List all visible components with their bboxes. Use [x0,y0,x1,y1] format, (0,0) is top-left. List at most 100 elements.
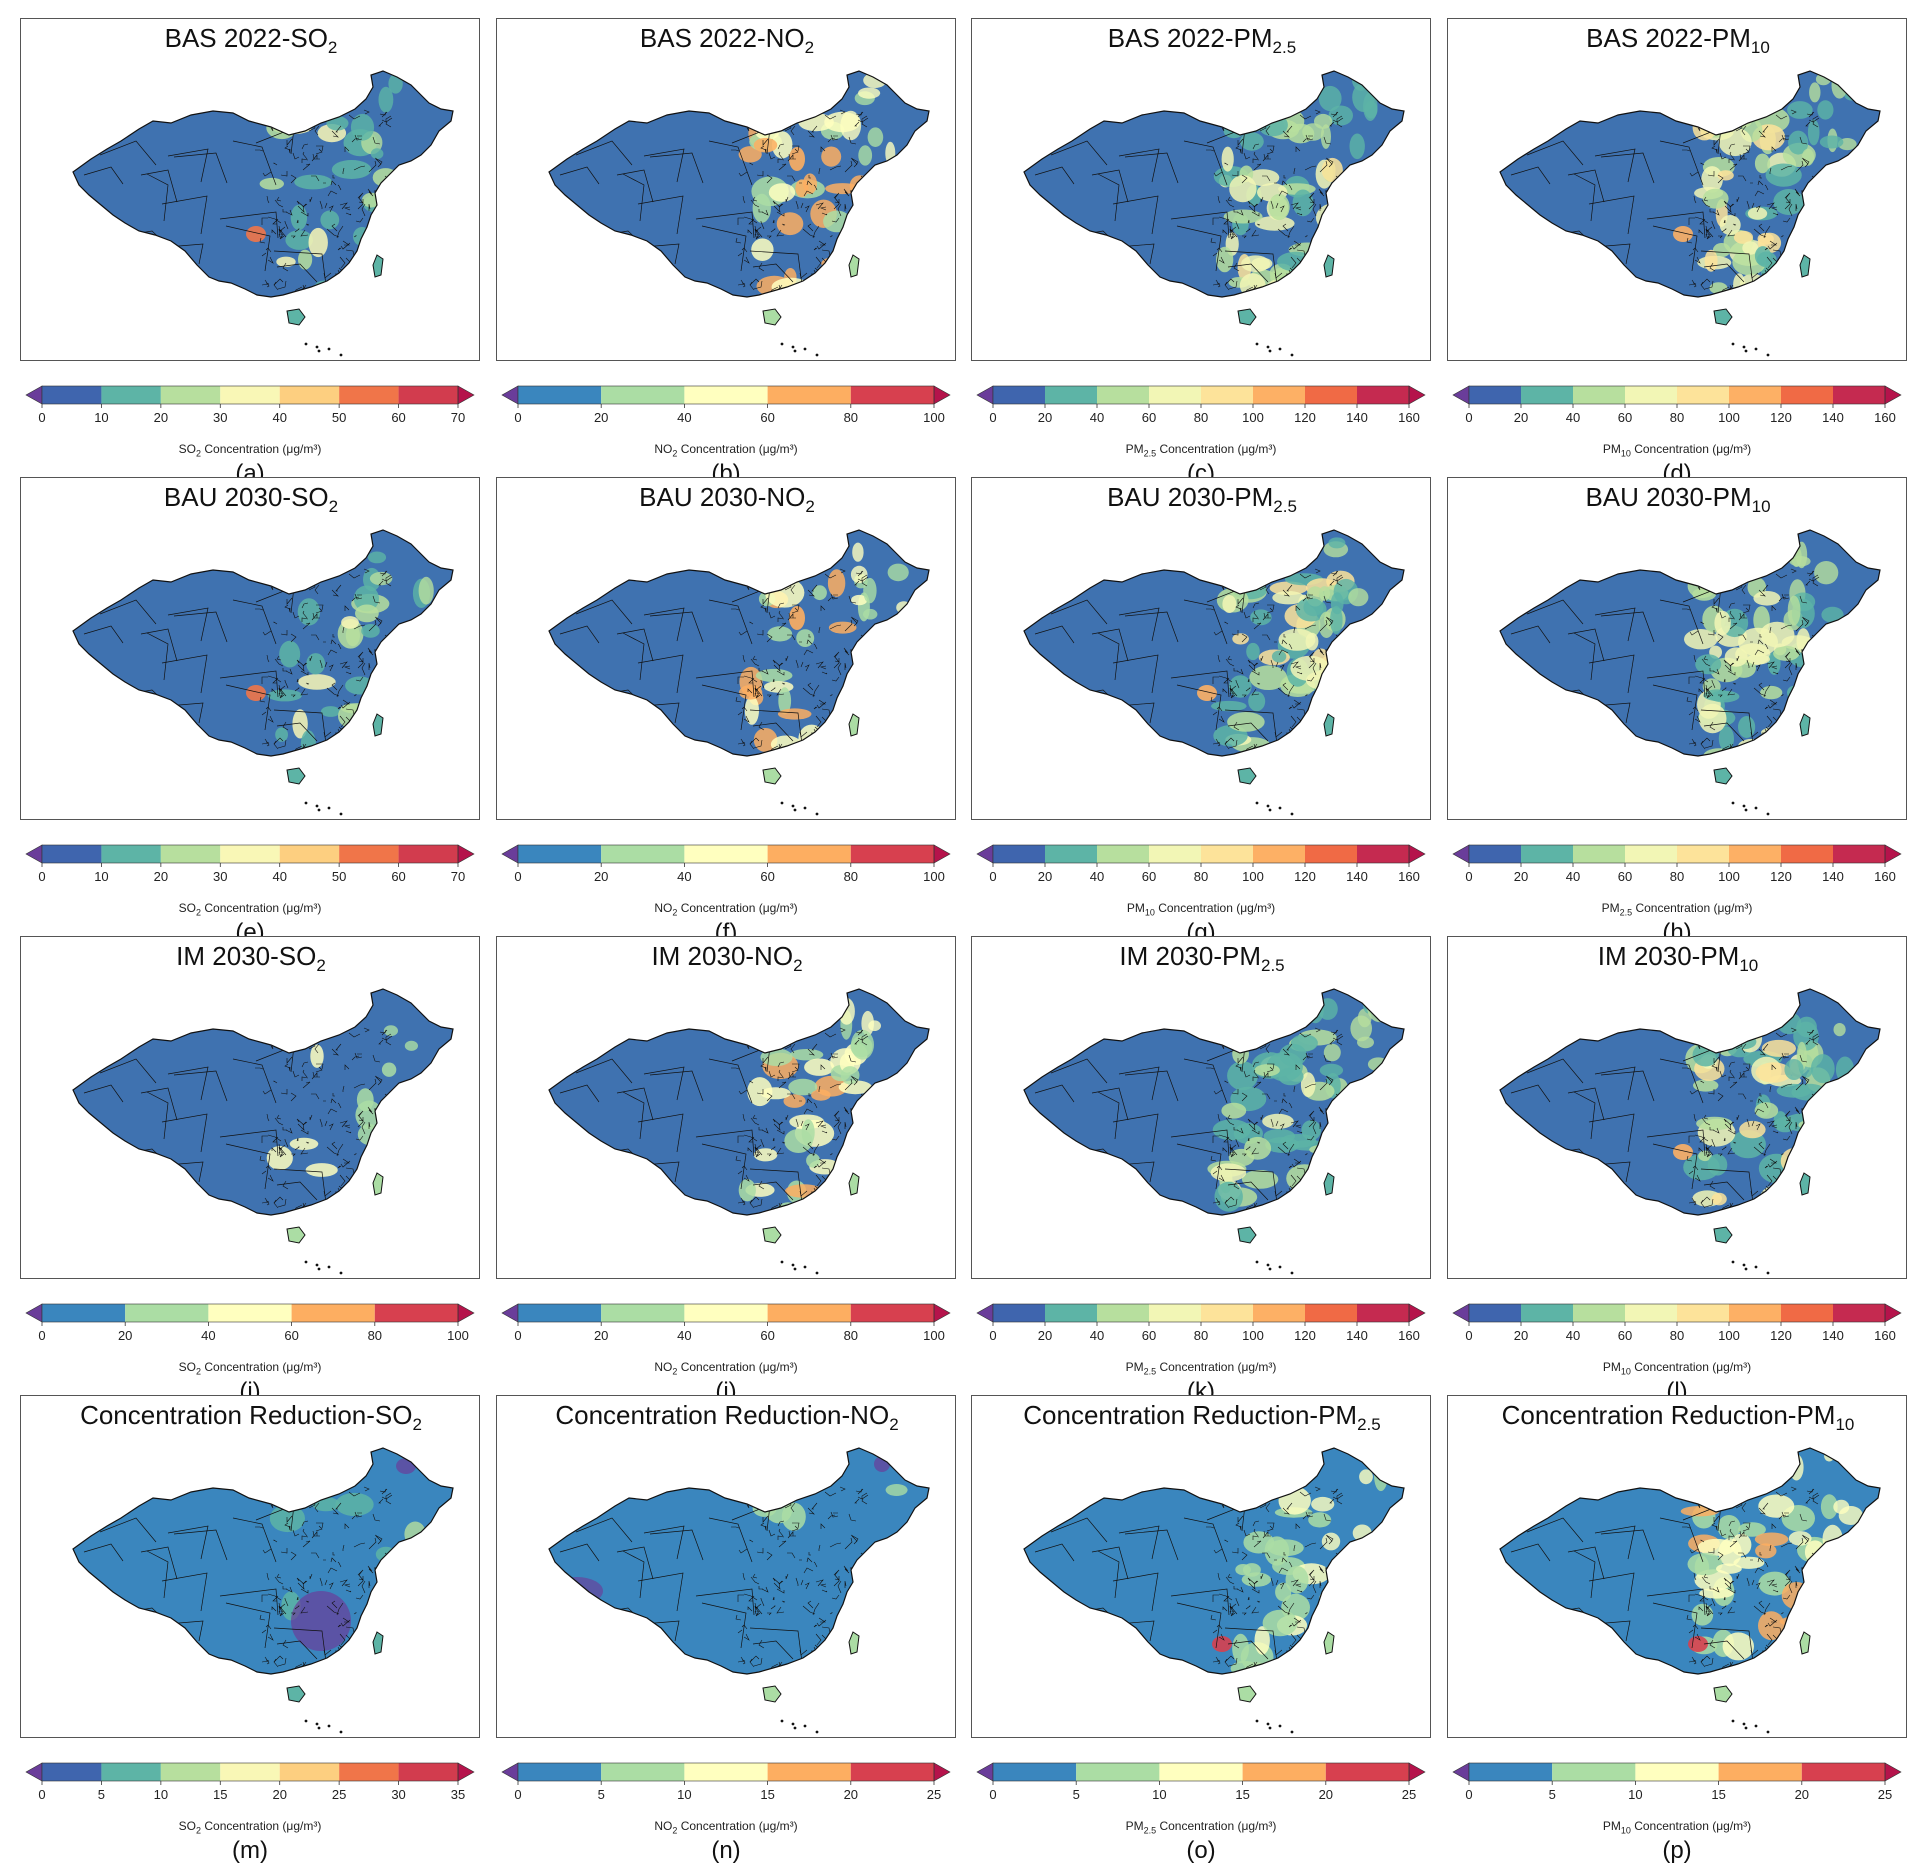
colorbar: 0 20 40 60 80 100 [501,1303,951,1343]
colorbar-segment [160,386,221,404]
label-subscript: 10 [1620,1825,1631,1836]
concentration-patch [1299,728,1312,756]
concentration-patch [1291,728,1310,756]
panel-title: BAU 2030-PM2.5 [972,482,1430,517]
concentration-patch [801,1119,815,1146]
concentration-patch [1211,700,1247,712]
panel-f: BAU 2030-NO2 0 20 40 60 80 100 NO2 Concentratio… [496,477,956,946]
colorbar-tick-label: 20 [1514,1328,1528,1343]
concentration-patch [1807,119,1820,146]
concentration-patch [1696,1116,1733,1131]
concentration-patch [1759,1184,1800,1212]
colorbar-segment [101,845,161,863]
title-subscript: 2 [328,497,339,517]
negative-region [396,1458,416,1474]
concentration-patch [1792,1139,1825,1168]
concentration-patch [751,238,774,261]
concentration-patch [1766,744,1799,756]
colorbar-under-arrow [501,1762,519,1782]
concentration-patch [320,210,340,230]
map-frame: BAU 2030-PM10 [1447,477,1907,820]
label-subscript: 2.5 [1619,907,1633,918]
concentration-patch [885,1484,908,1496]
colorbar-tick-label: 50 [332,410,346,425]
colorbar-segment [1781,1304,1833,1322]
colorbar-tick-label: 160 [1398,1328,1420,1343]
concentration-patch [1250,609,1272,626]
label-text: PM [1126,901,1145,915]
colorbar-segment [1045,845,1097,863]
colorbar-segment [220,386,280,404]
colorbar-tick-label: 0 [38,1328,45,1343]
concentration-patch [847,740,884,756]
colorbar-tick-label: 100 [923,869,945,884]
title-text: IM 2030-PM [1597,941,1740,971]
concentration-patch [1711,1192,1727,1206]
colorbar-tick-label: 20 [1038,410,1052,425]
concentration-patch [1809,82,1821,103]
hainan-island [762,1226,782,1244]
colorbar-tick-label: 40 [272,869,286,884]
colorbar-tick-label: 160 [1874,410,1896,425]
concentration-patch [381,1062,397,1077]
concentration-patch [1275,1582,1292,1602]
panel-a: BAS 2022-SO2 0 10 20 30 40 50 60 70 SO2 Concentra… [20,18,480,487]
concentration-patch [1214,1181,1243,1212]
colorbar-tick-label: 15 [1235,1787,1249,1802]
colorbar-segment [1469,1763,1553,1781]
colorbar-segment [518,845,602,863]
colorbar-segment [1253,386,1305,404]
colorbar-segment [850,1304,934,1322]
panel-e: BAU 2030-SO2 0 10 20 30 40 50 60 70 SO2 Concentra… [20,477,480,946]
concentration-patch [1229,675,1252,698]
colorbar-tick-label: 0 [989,869,996,884]
label-subscript: 2.5 [1143,1366,1157,1377]
concentration-patch [771,131,793,159]
concentration-patch [852,542,864,562]
concentration-patch [1718,1538,1742,1567]
concentration-patch [1367,1057,1389,1072]
colorbar-segment [1149,1304,1201,1322]
taiwan-island [372,713,384,737]
china-map [1499,988,1881,1275]
concentration-patch [1349,133,1365,160]
concentration-patch [289,1137,319,1150]
title-text: IM 2030-SO [176,941,317,971]
colorbar-tick-label: 100 [1718,410,1740,425]
concentration-patch [1691,1603,1714,1626]
concentration-patch [1777,1201,1809,1215]
concentration-patch [1278,1067,1304,1086]
label-subscript: 2 [196,1366,202,1377]
concentration-patch [1254,1064,1280,1077]
colorbar-over-arrow [933,385,951,405]
concentration-patch [1759,621,1795,648]
concentration-patch [372,168,399,187]
colorbar-segment [850,845,934,863]
concentration-patch [1799,1146,1832,1163]
colorbar-tick-label: 100 [447,1328,469,1343]
concentration-patch [1707,1154,1728,1176]
hainan-island [1713,767,1733,785]
colorbar: 0 20 40 60 80 100 120 140 160 [976,844,1426,884]
colorbar-tick-label: 40 [677,1328,691,1343]
china-map [548,988,930,1275]
title-subscript: 2 [805,497,815,517]
concentration-patch [1687,1552,1723,1576]
colorbar-tick-label: 20 [844,1787,858,1802]
map-frame: BAS 2022-PM10 [1447,18,1907,361]
label-text: SO [178,901,197,915]
concentration-patch [1718,127,1752,157]
colorbar-segment [684,386,768,404]
concentration-patch [1820,1494,1838,1520]
colorbar-tick-label: 0 [514,1328,521,1343]
concentration-patch [310,1044,324,1068]
china-map [548,1447,930,1734]
concentration-patch [1727,287,1764,297]
concentration-patch [778,687,792,715]
colorbar-segment [1201,1304,1253,1322]
concentration-patch [1746,654,1770,665]
colorbar-tick-label: 30 [213,869,227,884]
concentration-patch [1268,193,1290,221]
colorbar-segment [993,1763,1077,1781]
